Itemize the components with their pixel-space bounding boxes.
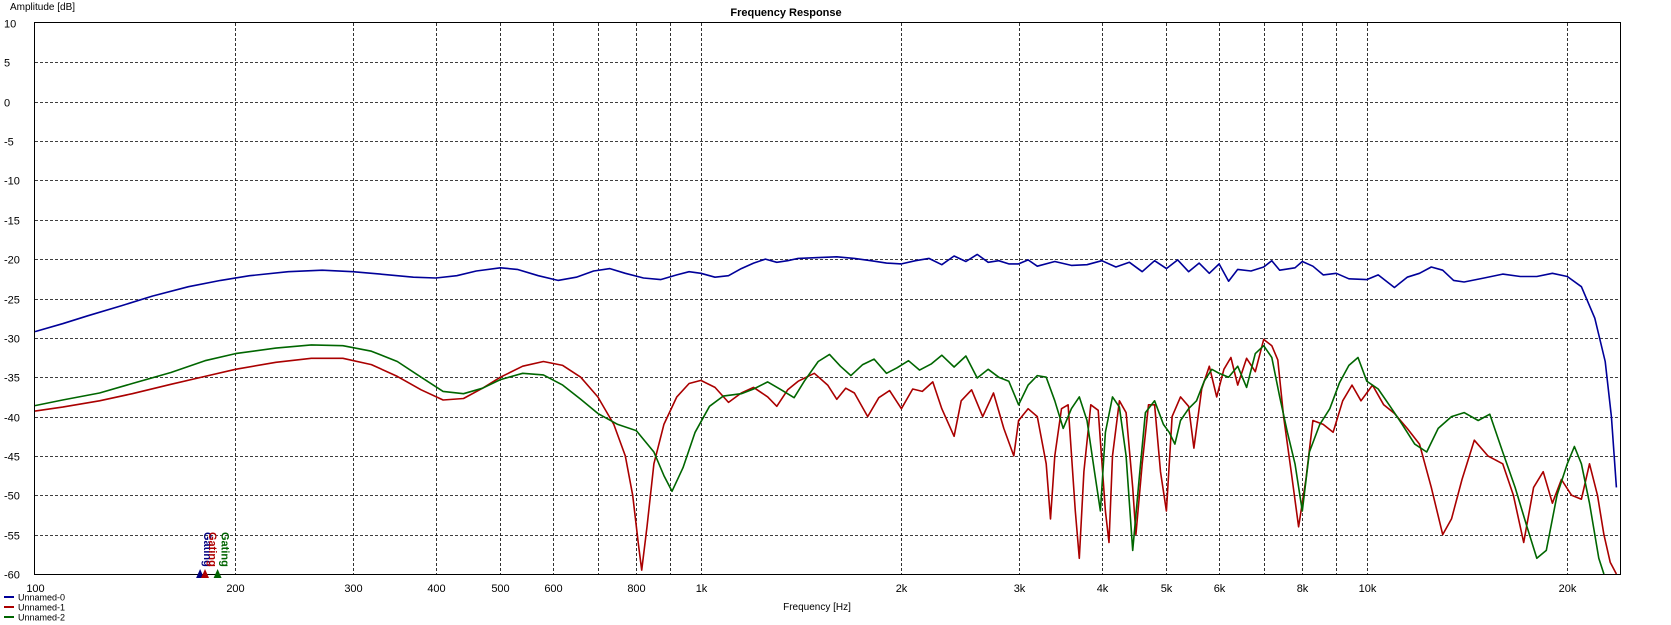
x-tick-label: 600 — [544, 583, 562, 595]
y-tick-label: -50 — [4, 491, 20, 503]
y-tick-label: 10 — [4, 19, 16, 31]
y-tick-label: 5 — [4, 58, 10, 70]
y-tick-label: -40 — [4, 413, 20, 425]
x-tick-label: 8k — [1297, 583, 1309, 595]
series-line-1 — [34, 338, 1618, 575]
x-tick-label: 6k — [1214, 583, 1226, 595]
y-tick-label: -60 — [4, 570, 20, 582]
x-tick-label: 10k — [1359, 583, 1377, 595]
gating-marker-label: Gating — [206, 532, 218, 567]
y-axis-label: Amplitude [dB] — [10, 2, 75, 13]
y-tick-label: -45 — [4, 452, 20, 464]
series-line-2 — [34, 344, 1605, 575]
x-tick-label: 4k — [1097, 583, 1109, 595]
grid — [35, 23, 1620, 574]
series-layer — [34, 253, 1618, 575]
x-tick-label: 300 — [344, 583, 362, 595]
gating-marker-arrow — [213, 569, 222, 578]
y-tick-label: -20 — [4, 255, 20, 267]
x-tick-label: 20k — [1559, 583, 1577, 595]
legend-label: Unnamed-2 — [18, 613, 65, 623]
gating-marker-label: Gating — [201, 532, 213, 567]
gating-marker-arrow — [201, 569, 209, 578]
x-tick-label: 5k — [1161, 583, 1173, 595]
y-tick-label: -30 — [4, 334, 20, 346]
x-tick-label: 100 — [26, 583, 44, 595]
x-tick-label: 1k — [696, 583, 708, 595]
legend-label: Unnamed-1 — [18, 603, 65, 613]
legend-label: Unnamed-0 — [18, 593, 65, 603]
y-tick-label: -5 — [4, 137, 14, 149]
gating-marker-label: Gating — [219, 532, 231, 567]
x-tick-label: 800 — [627, 583, 645, 595]
chart-title: Frequency Response — [730, 7, 841, 19]
y-tick-label: -35 — [4, 373, 20, 385]
y-tick-label: -15 — [4, 216, 20, 228]
y-tick-label: -25 — [4, 295, 20, 307]
y-tick-labels: 10 5 0 -5 -10 -15 -20 -25 -30 -35 -40 -45 -50 -55 -60 — [4, 19, 20, 582]
x-tick-label: 3k — [1014, 583, 1026, 595]
y-tick-label: -10 — [4, 176, 20, 188]
x-tick-label: 200 — [226, 583, 244, 595]
y-tick-label: -55 — [4, 531, 20, 543]
series-line-0 — [34, 253, 1618, 488]
x-tick-label: 2k — [896, 583, 908, 595]
x-tick-label: 500 — [491, 583, 509, 595]
x-tick-label: 400 — [427, 583, 445, 595]
x-tick-labels: 100 200 300 400 500 600 800 1k 2k 3k 4k 5k 6k 8k 10k 20… — [26, 583, 1577, 595]
y-tick-label: 0 — [4, 98, 10, 110]
plot-frame — [34, 22, 1621, 575]
x-axis-label: Frequency [Hz] — [783, 602, 851, 613]
